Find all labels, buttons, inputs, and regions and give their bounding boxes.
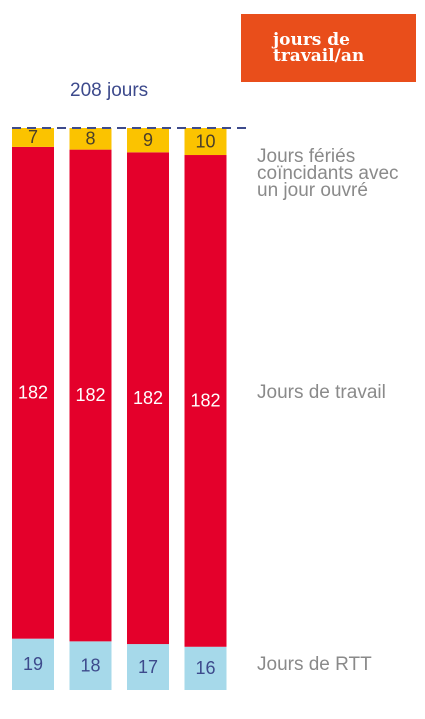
value-label: 182: [133, 388, 163, 408]
legend-label: Jours de travail: [257, 382, 386, 404]
bar-segment: [184, 128, 227, 156]
bar-segment: [184, 155, 227, 647]
bar-segment: [127, 128, 169, 153]
value-label: 182: [75, 385, 105, 405]
value-label: 9: [143, 130, 153, 150]
chart-title: jours de travail/an: [241, 14, 416, 82]
legend-label: Jours de RTT: [257, 653, 372, 675]
value-label: 17: [138, 657, 158, 677]
value-label: 18: [80, 655, 100, 675]
bar-segment: [127, 644, 169, 690]
bar-segment: [12, 638, 54, 690]
bar-segment: [12, 128, 54, 147]
bar-segment: [69, 641, 112, 690]
legend-label: Jours fériés coïncidants avec un jour ou…: [257, 146, 399, 201]
bar-segment: [127, 152, 169, 645]
value-label: 10: [195, 131, 215, 151]
value-label: 16: [195, 658, 215, 678]
bar-segment: [69, 128, 112, 150]
value-label: 182: [190, 391, 220, 411]
reference-label: 208 jours: [70, 80, 149, 101]
bar-segment: [69, 149, 112, 642]
value-label: 7: [28, 127, 38, 147]
value-label: 182: [18, 383, 48, 403]
bar-segment: [12, 146, 54, 639]
value-label: 8: [85, 129, 95, 149]
bar-segment: [184, 646, 227, 690]
value-label: 19: [23, 654, 43, 674]
